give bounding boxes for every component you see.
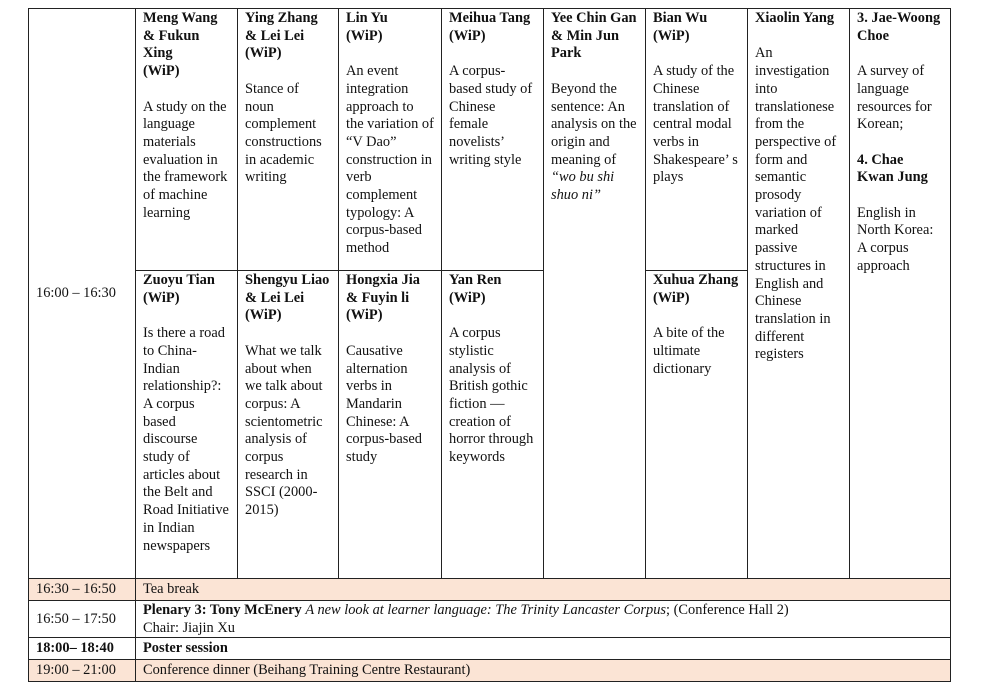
wip-label: (WiP) [245,307,282,324]
wip-label: (WiP) [653,27,690,44]
paper-title: English in North Korea: A corpus approac… [857,204,934,274]
paper-title: A bite of the ultimate dictionary [653,325,725,377]
paper-cell: Hongxia Jia & Fuyin li (WiP) Causative a… [338,270,442,579]
author: Shengyu Liao & Lei Lei [245,272,330,306]
paper-title: An investigation into translationese fro… [755,45,837,363]
paper-title: A corpus stylistic analysis of British g… [449,325,534,466]
paper-title: Is there a road to China-Indian relation… [143,325,229,554]
wip-label: (WiP) [449,27,486,44]
author: 3. Jae-Woong Choe [857,10,941,44]
paper-title-text: Beyond the sentence: An analysis on the … [551,80,637,168]
paper-title: Beyond the sentence: An analysis on the … [551,81,638,205]
time-label: 16:50 – 17:50 [36,610,116,627]
wip-label: (WiP) [143,289,180,306]
paper-title: A survey of language resources for Korea… [857,63,932,133]
paper-cell: Zuoyu Tian (WiP) Is there a road to Chin… [135,270,238,579]
wip-label: (WiP) [245,45,282,62]
time-label: 19:00 – 21:00 [36,662,116,679]
tea-break-time: 16:30 – 16:50 [28,578,136,601]
paper-cell: Bian Wu (WiP) A study of the Chinese tra… [645,8,748,271]
paper-title: Causative alternation verbs in Mandarin … [346,342,422,466]
plenary-chair: Chair: Jiajin Xu [143,619,235,636]
plenary-speaker: Plenary 3: Tony McEnery [143,602,302,618]
paper-title: Stance of noun complement constructions … [245,80,322,186]
dinner-event: Conference dinner (Beihang Training Cent… [135,659,951,682]
author: Yan Ren [449,272,502,288]
plenary-venue: ; (Conference Hall 2) [666,602,789,618]
paper-cell: 3. Jae-Woong Choe A survey of language r… [849,8,951,579]
paper-cell: Shengyu Liao & Lei Lei (WiP) What we tal… [237,270,339,579]
paper-cell: Yan Ren (WiP) A corpus stylistic analysi… [441,270,544,579]
author: Meng Wang & Fukun Xing [143,10,218,62]
paper-title: A study of the Chinese translation of ce… [653,63,738,186]
author: Ying Zhang & Lei Lei [245,10,318,44]
paper-title-italic: “wo bu shi shuo ni” [551,169,615,204]
author: Zuoyu Tian [143,272,215,288]
author: Xuhua Zhang [653,272,739,288]
dinner-time: 19:00 – 21:00 [28,659,136,682]
author: Meihua Tang [449,10,531,26]
event-label: Tea break [143,581,200,598]
author: Yee Chin Gan & Min Jun Park [551,10,637,62]
wip-label: (WiP) [346,27,383,44]
paper-title: A corpus-based study of Chinese female n… [449,63,533,168]
wip-label: (WiP) [449,289,486,306]
poster-time: 18:00– 18:40 [28,637,136,660]
tea-break-event: Tea break [135,578,951,601]
plenary-line: Plenary 3: Tony McEnery A new look at le… [143,602,943,620]
paper-cell: Meihua Tang (WiP) A corpus-based study o… [441,8,544,271]
event-label: Poster session [143,640,228,657]
time-label: 16:30 – 16:50 [36,581,116,598]
author: Hongxia Jia & Fuyin li [346,272,420,306]
paper-cell: Xiaolin Yang An investigation into trans… [747,8,850,579]
paper-cell: Yee Chin Gan & Min Jun Park Beyond the s… [543,8,646,579]
author: Lin Yu [346,10,388,26]
author: Xiaolin Yang [755,10,835,26]
session-time: 16:00 – 16:30 [36,285,116,302]
author: Bian Wu [653,10,708,26]
paper-title: A study on the language materials evalua… [143,98,228,221]
wip-label: (WiP) [143,63,180,80]
plenary-event: Plenary 3: Tony McEnery A new look at le… [135,600,951,638]
session-time-cell: 16:00 – 16:30 [28,8,136,579]
wip-label: (WiP) [653,289,690,306]
poster-event: Poster session [135,637,951,660]
paper-title: What we talk about when we talk about co… [245,342,323,519]
paper-cell: Meng Wang & Fukun Xing (WiP) A study on … [135,8,238,271]
author: 4. Chae Kwan Jung [857,151,928,186]
paper-cell: Xuhua Zhang (WiP) A bite of the ultimate… [645,270,748,579]
paper-cell: Lin Yu (WiP) An event integration approa… [338,8,442,271]
plenary-title: A new look at learner language: The Trin… [305,602,667,618]
plenary-time: 16:50 – 17:50 [28,600,136,638]
event-label: Conference dinner (Beihang Training Cent… [143,662,471,679]
time-label: 18:00– 18:40 [36,640,114,657]
paper-title: An event integration approach to the var… [346,63,434,257]
wip-label: (WiP) [346,307,383,324]
paper-cell: Ying Zhang & Lei Lei (WiP) Stance of nou… [237,8,339,271]
